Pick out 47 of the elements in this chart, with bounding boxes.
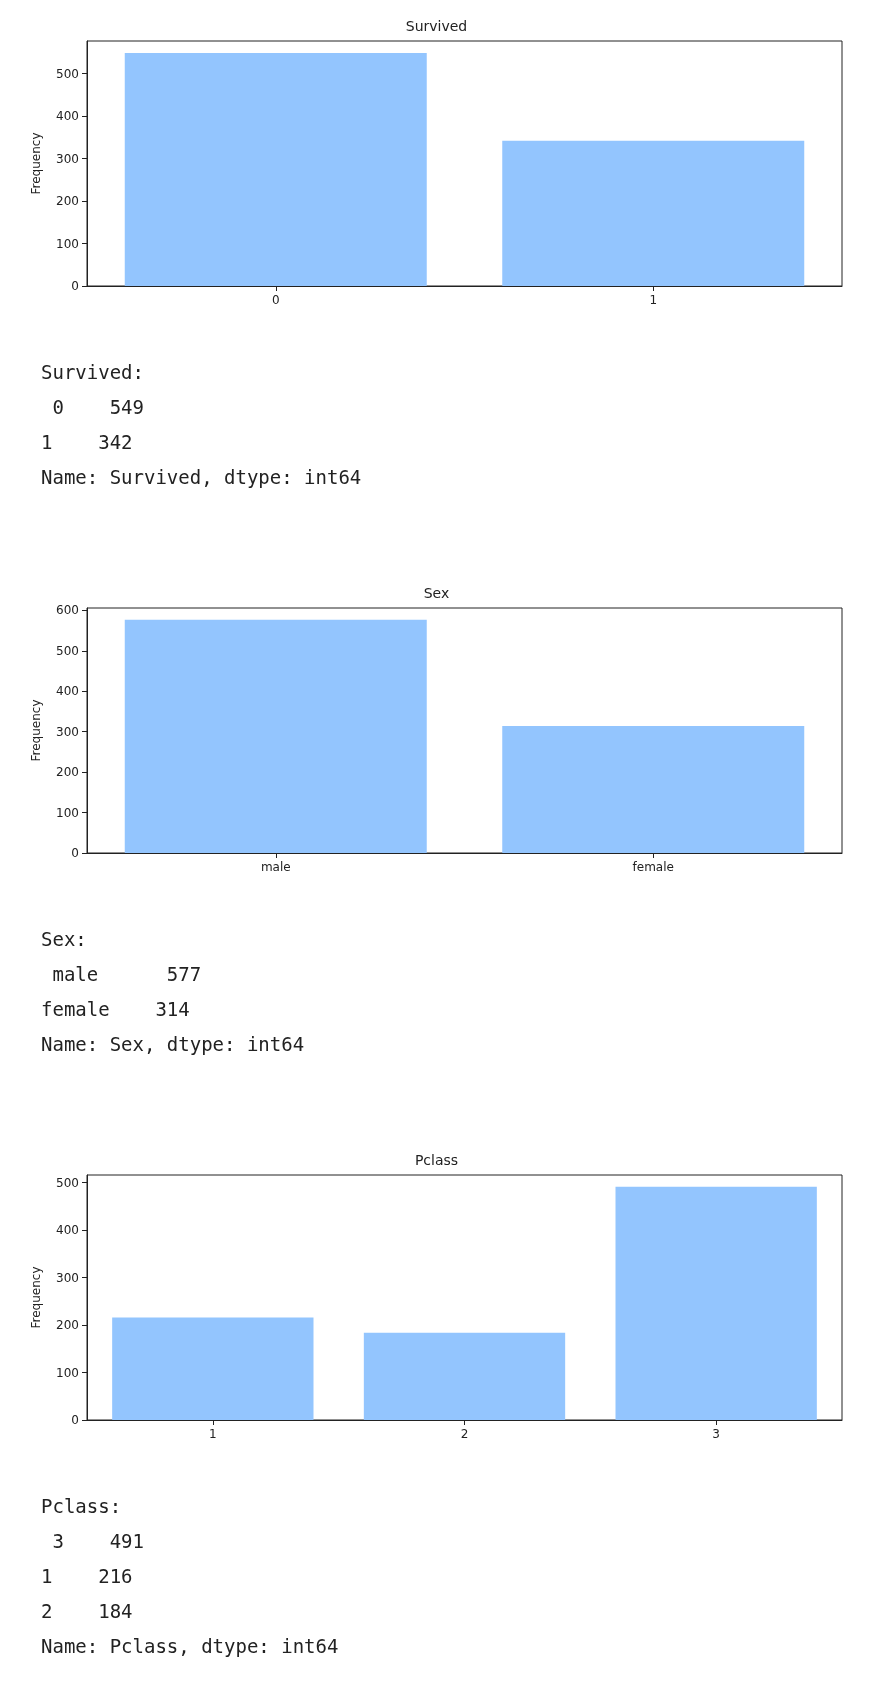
y-tick-label: 300 [56,724,79,739]
y-tick-label: 0 [71,846,79,860]
text: 3 491 [51,1529,145,1554]
bar [363,1332,566,1420]
text: 1 342 [41,430,134,455]
text: 0 549 [51,395,145,420]
text: Survived: [41,360,145,385]
chart-title: Pclass [414,1152,459,1168]
y-tick-label: 400 [56,109,79,124]
y-tick-label: 200 [56,1318,79,1333]
y-tick-label: 500 [56,643,79,658]
x-tick-label: male [260,860,291,874]
y-axis-title: Frequency [29,699,43,762]
x-tick-label: female [632,860,674,874]
y-tick-label: 100 [56,805,79,820]
bar [615,1186,817,1420]
chart-title: Sex [423,585,450,601]
y-tick-label: 100 [56,1365,79,1380]
y-axis-title: Frequency [29,1266,43,1329]
text: Pclass: [41,1494,123,1519]
y-tick-label: 100 [56,236,79,251]
x-tick-label: 1 [649,293,658,307]
y-tick-label: 300 [56,151,79,166]
x-tick-label: 3 [712,1427,720,1441]
text: male 577 [51,962,203,987]
text: female 314 [41,997,191,1022]
chart-title: Survived [405,18,468,34]
text: 1 216 [41,1564,134,1589]
text: Name: Pclass, dtype: int64 [41,1634,339,1659]
x-tick-label: 2 [460,1427,469,1441]
text: Sex: [41,927,88,952]
text: 2 184 [41,1599,134,1624]
y-tick-label: 200 [56,194,79,209]
x-tick-label: 1 [209,1427,217,1441]
y-tick-label: 600 [56,603,79,618]
y-tick-label: 400 [56,684,79,699]
y-tick-label: 500 [56,1175,79,1190]
y-tick-label: 200 [56,765,79,780]
text: Name: Sex, dtype: int64 [41,1032,305,1057]
text: Name: Survived, dtype: int64 [41,465,362,490]
y-tick-label: 300 [56,1270,79,1285]
y-axis-title: Frequency [29,132,43,195]
y-tick-label: 500 [56,66,79,81]
y-tick-label: 0 [71,279,79,293]
y-tick-label: 0 [71,1413,79,1427]
bar [112,1317,314,1420]
y-tick-label: 400 [56,1223,79,1238]
